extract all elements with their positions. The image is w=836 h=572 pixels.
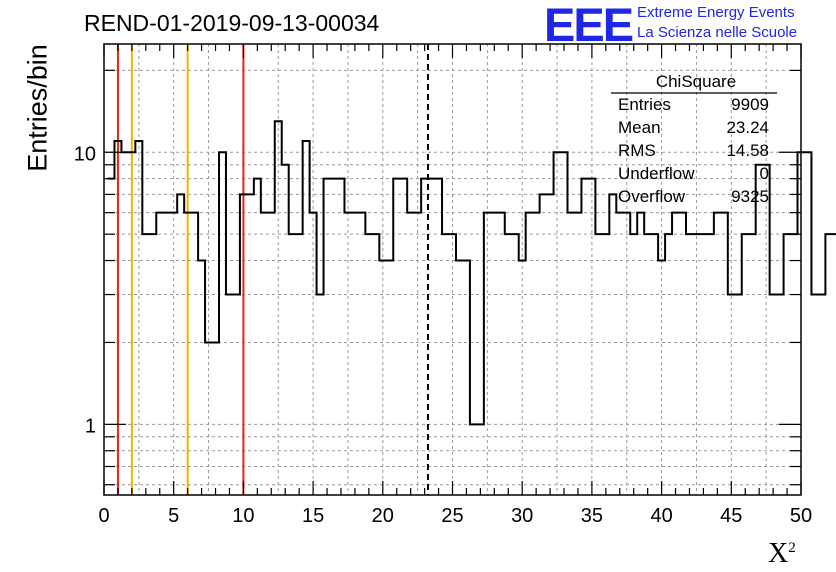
stats-label: Entries (618, 95, 671, 114)
x-tick-label: 45 (720, 505, 742, 527)
stats-value: 9325 (731, 187, 769, 206)
eee-logo: EEE (544, 0, 634, 51)
x-tick-label: 5 (168, 505, 179, 527)
marker-lines (116, 44, 429, 495)
stats-label: Mean (618, 118, 661, 137)
stats-label: Overflow (618, 187, 686, 206)
stats-value: 0 (760, 164, 769, 183)
axis-ticks: 0 5 10 15 20 25 30 35 40 45 50 1 10 (74, 44, 812, 527)
histogram-series (107, 120, 836, 426)
x-tick-label: 35 (581, 505, 603, 527)
x-axis-label: X2 (768, 538, 796, 569)
grid-lines (104, 44, 801, 495)
stats-label: Underflow (618, 164, 695, 183)
stats-value: 9909 (731, 95, 769, 114)
stats-title: ChiSquare (656, 72, 736, 91)
x-tick-label: 10 (232, 505, 254, 527)
x-tick-label: 20 (372, 505, 394, 527)
chart-title: REND-01-2019-09-13-00034 (84, 10, 380, 36)
stats-label: RMS (618, 141, 656, 160)
y-tick-label: 1 (85, 415, 96, 437)
x-tick-label: 25 (441, 505, 463, 527)
x-tick-label: 50 (790, 505, 812, 527)
y-tick-label: 10 (74, 143, 96, 165)
stats-value: 23.24 (726, 118, 769, 137)
x-tick-label: 15 (302, 505, 324, 527)
x-tick-label: 0 (98, 505, 109, 527)
x-tick-label: 40 (650, 505, 672, 527)
logo-text-line1: Extreme Energy Events (637, 4, 795, 21)
stats-box: ChiSquare Entries 9909 Mean 23.24 RMS 14.58 Un… (611, 72, 777, 206)
x-tick-label: 30 (511, 505, 533, 527)
logo-text-line2: La Scienza nelle Scuole (637, 24, 798, 41)
stats-value: 14.58 (726, 141, 769, 160)
